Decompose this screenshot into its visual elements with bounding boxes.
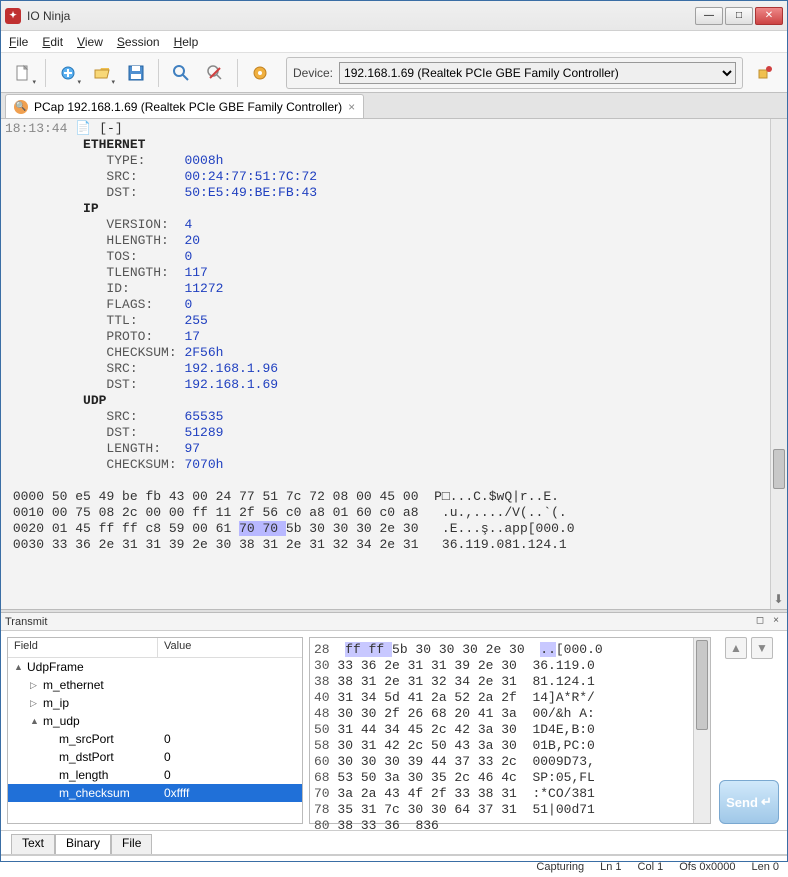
device-label: Device: xyxy=(293,66,333,80)
transmit-body: Field Value ▲UdpFrame▷m_ethernet▷m_ip▲m_… xyxy=(1,631,787,831)
hex-scrollbar[interactable] xyxy=(693,638,710,823)
dock-icon[interactable]: ◻ xyxy=(753,615,767,629)
status-ln: Ln 1 xyxy=(600,861,621,873)
tab-binary[interactable]: Binary xyxy=(55,834,111,854)
tab-text[interactable]: Text xyxy=(11,834,55,854)
tab-file[interactable]: File xyxy=(111,834,152,854)
toolbar: ▾ ▾ ▾ Device: 192.168.1.69 (Realtek PCIe… xyxy=(1,53,787,93)
titlebar: ✦ IO Ninja — □ ✕ xyxy=(1,1,787,31)
status-len: Len 0 xyxy=(751,861,779,873)
tabstrip: 🔍 PCap 192.168.1.69 (Realtek PCIe GBE Fa… xyxy=(1,93,787,119)
capture-toggle-button[interactable] xyxy=(749,57,781,89)
pcap-icon: 🔍 xyxy=(14,100,28,114)
tree-header-value: Value xyxy=(158,638,302,657)
session-tab[interactable]: 🔍 PCap 192.168.1.69 (Realtek PCIe GBE Fa… xyxy=(5,94,364,118)
settings-button[interactable] xyxy=(244,57,276,89)
filter-button[interactable] xyxy=(199,57,231,89)
tree-header-field: Field xyxy=(8,638,158,657)
packet-content[interactable]: 18:13:44 📄 [-] ETHERNET TYPE: 0008h SRC:… xyxy=(1,119,787,555)
transmit-title: Transmit xyxy=(5,616,47,628)
transmit-tabs: Text Binary File xyxy=(1,831,787,855)
tab-label: PCap 192.168.1.69 (Realtek PCIe GBE Fami… xyxy=(34,100,342,114)
new-button[interactable]: ▾ xyxy=(7,57,39,89)
device-select[interactable]: 192.168.1.69 (Realtek PCIe GBE Family Co… xyxy=(339,62,736,84)
save-button[interactable] xyxy=(120,57,152,89)
menu-help[interactable]: Help xyxy=(174,35,199,49)
tree-row[interactable]: m_length0 xyxy=(8,766,302,784)
status-ofs: Ofs 0x0000 xyxy=(679,861,735,873)
tree-row[interactable]: ▷m_ip xyxy=(8,694,302,712)
packet-view: 18:13:44 📄 [-] ETHERNET TYPE: 0008h SRC:… xyxy=(1,119,787,609)
add-button[interactable]: ▾ xyxy=(52,57,84,89)
tree-row[interactable]: m_dstPort0 xyxy=(8,748,302,766)
hex-editor[interactable]: 28 ff ff 5b 30 30 30 2e 30 ..[000.0 30 3… xyxy=(309,637,711,824)
tree-row[interactable]: ▷m_ethernet xyxy=(8,676,302,694)
minimize-button[interactable]: — xyxy=(695,7,723,25)
search-button[interactable] xyxy=(165,57,197,89)
tree-row[interactable]: ▲m_udp xyxy=(8,712,302,730)
menu-edit[interactable]: Edit xyxy=(42,35,63,49)
status-capturing: Capturing xyxy=(536,861,584,873)
app-icon: ✦ xyxy=(5,8,21,24)
device-panel: Device: 192.168.1.69 (Realtek PCIe GBE F… xyxy=(286,57,743,89)
move-up-button[interactable]: ▲ xyxy=(725,637,747,659)
scroll-end-icon[interactable]: ⬇ xyxy=(771,592,786,607)
tab-close-button[interactable]: × xyxy=(348,100,355,114)
send-button[interactable]: Send ↵ xyxy=(719,780,779,824)
close-panel-icon[interactable]: × xyxy=(769,615,783,629)
tree-row[interactable]: m_srcPort0 xyxy=(8,730,302,748)
window-title: IO Ninja xyxy=(27,9,695,23)
menu-file[interactable]: File xyxy=(9,35,28,49)
move-down-button[interactable]: ▼ xyxy=(751,637,773,659)
maximize-button[interactable]: □ xyxy=(725,7,753,25)
open-button[interactable]: ▾ xyxy=(86,57,118,89)
close-button[interactable]: ✕ xyxy=(755,7,783,25)
transmit-header: Transmit ◻ × xyxy=(1,613,787,631)
status-col: Col 1 xyxy=(638,861,664,873)
statusbar: Capturing Ln 1 Col 1 Ofs 0x0000 Len 0 xyxy=(1,855,787,877)
menubar: File Edit View Session Help xyxy=(1,31,787,53)
tree-row[interactable]: m_checksum0xffff xyxy=(8,784,302,802)
field-tree: Field Value ▲UdpFrame▷m_ethernet▷m_ip▲m_… xyxy=(7,637,303,824)
menu-view[interactable]: View xyxy=(77,35,103,49)
tree-row[interactable]: ▲UdpFrame xyxy=(8,658,302,676)
packet-scrollbar[interactable] xyxy=(770,119,787,609)
menu-session[interactable]: Session xyxy=(117,35,160,49)
